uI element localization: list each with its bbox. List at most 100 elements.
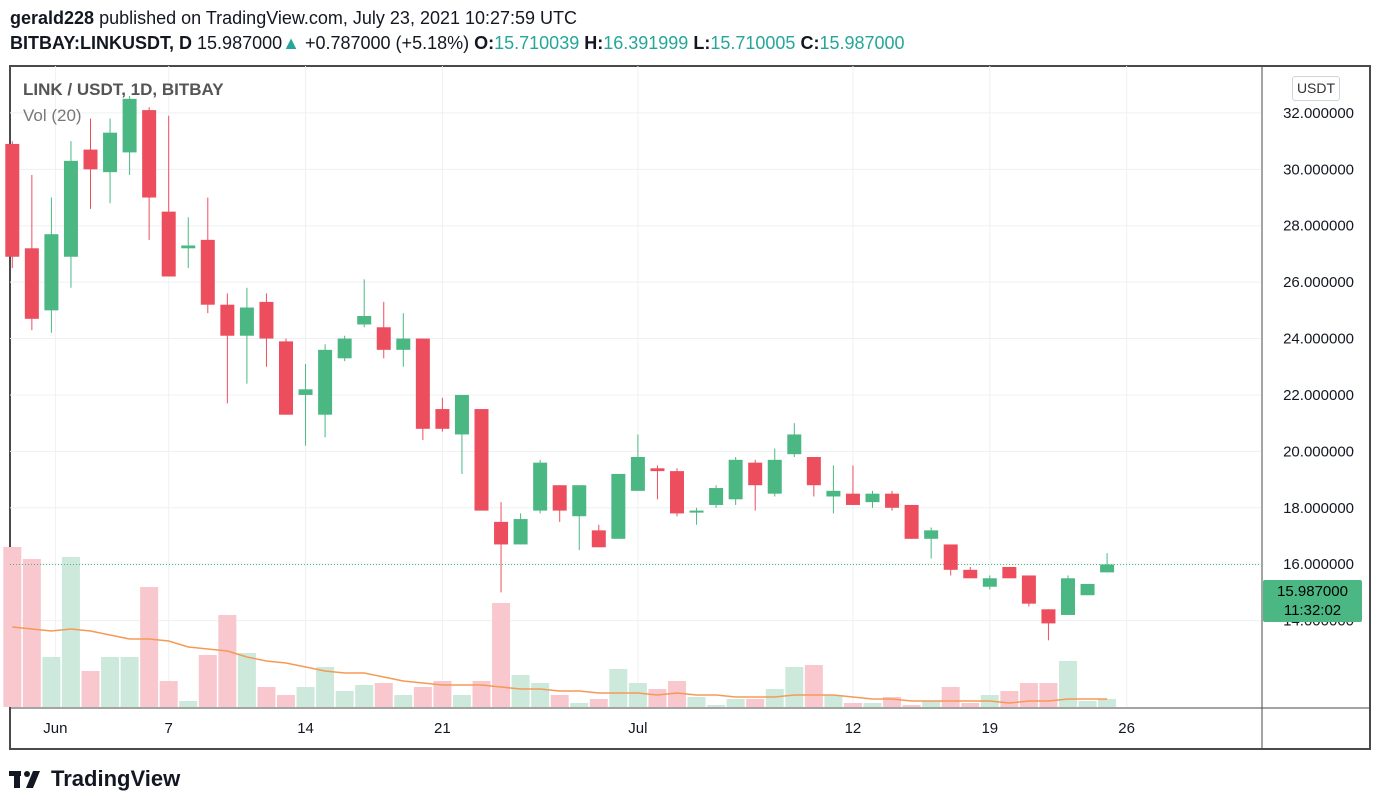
volume-bar xyxy=(101,657,120,707)
volume-bar xyxy=(511,675,530,707)
candle-body xyxy=(748,462,763,486)
chart-frame xyxy=(9,65,1371,750)
candle-body xyxy=(259,301,274,339)
candle-body xyxy=(1061,578,1075,615)
volume-bar xyxy=(589,699,608,707)
candle-body xyxy=(982,578,997,587)
candle-body xyxy=(454,394,469,435)
volume-bar xyxy=(1098,699,1117,707)
candle-body xyxy=(533,462,548,511)
time-tick-label: 14 xyxy=(297,720,314,737)
price-tick-label: 16.000000 xyxy=(1283,556,1354,573)
volume-bar xyxy=(687,697,706,707)
volume-bar xyxy=(81,671,100,707)
candle-body xyxy=(728,459,743,500)
price-tick-label: 22.000000 xyxy=(1283,387,1354,404)
tradingview-logo-text: TradingView xyxy=(51,766,181,791)
volume-bar xyxy=(159,681,178,707)
candle-body xyxy=(298,389,313,395)
candle-body xyxy=(181,245,196,249)
time-tick-label: 7 xyxy=(165,720,173,737)
volume-bar xyxy=(785,667,804,707)
candle-body xyxy=(767,459,782,494)
volume-bar xyxy=(413,687,432,707)
candle-body xyxy=(44,234,59,311)
volume-bar xyxy=(863,703,882,707)
price-tick-label: 28.000000 xyxy=(1283,218,1354,235)
time-tick-label: Jun xyxy=(43,720,67,737)
volume-bar xyxy=(824,695,843,707)
volume-bar xyxy=(843,703,862,707)
currency-unit-button[interactable]: USDT xyxy=(1292,76,1340,101)
volume-bar xyxy=(550,695,569,707)
candle-body xyxy=(83,149,98,170)
candle-body xyxy=(239,307,254,336)
tradingview-logo[interactable]: TradingView xyxy=(9,766,180,792)
last-price: 15.987000 xyxy=(197,33,283,53)
candle-body xyxy=(63,160,78,257)
volume-bar xyxy=(765,689,784,707)
candle-body xyxy=(200,239,215,305)
last-price-tag: 15.987000 11:32:02 xyxy=(1263,580,1362,622)
volume-bar xyxy=(237,653,256,707)
author-name: gerald228 xyxy=(10,8,95,28)
candle-body xyxy=(650,468,665,472)
candle-body xyxy=(357,315,372,325)
close-label: C: xyxy=(800,33,820,53)
symbol-info-bar: BITBAY:LINKUSDT, D 15.987000▲ +0.787000 … xyxy=(10,33,905,54)
volume-bars xyxy=(3,547,1117,707)
tradingview-logo-icon xyxy=(9,768,47,790)
volume-bar xyxy=(394,695,413,707)
open-label: O: xyxy=(474,33,495,53)
price-tick-label: 24.000000 xyxy=(1283,331,1354,348)
candle-body xyxy=(103,132,118,173)
volume-bar xyxy=(883,697,902,707)
volume-bar xyxy=(570,703,589,707)
volume-legend[interactable]: Vol (20) xyxy=(23,106,82,125)
volume-bar xyxy=(452,695,471,707)
candle-body xyxy=(845,493,860,505)
volume-bar xyxy=(179,701,198,707)
chart-grid xyxy=(10,66,1261,707)
volume-bar xyxy=(902,705,921,707)
candle-body xyxy=(709,488,724,505)
candle-body xyxy=(474,409,489,511)
last-price-tag-value: 15.987000 xyxy=(1277,583,1348,600)
volume-bar xyxy=(1059,661,1077,707)
volume-bar xyxy=(277,695,295,707)
candle-body xyxy=(24,248,39,319)
high-label: H: xyxy=(584,33,604,53)
symbol-label: BITBAY:LINKUSDT, D xyxy=(10,33,193,53)
volume-ma-line xyxy=(12,626,1108,704)
candle-body xyxy=(924,530,939,539)
candle-body xyxy=(1002,567,1017,579)
price-tick-label: 32.000000 xyxy=(1283,105,1354,122)
volume-bar xyxy=(120,657,139,707)
volume-bar xyxy=(941,687,960,707)
candle-body xyxy=(494,521,509,545)
volume-bar xyxy=(804,665,823,707)
candle-body xyxy=(552,485,567,511)
time-tick-label: 26 xyxy=(1118,720,1135,737)
candle-body xyxy=(337,338,352,359)
candle-body xyxy=(826,490,841,497)
volume-bar xyxy=(374,683,393,707)
volume-bar xyxy=(316,667,335,707)
volume-bar xyxy=(140,587,159,707)
volume-bar xyxy=(961,703,980,707)
volume-bar xyxy=(746,699,765,707)
publish-info: gerald228 published on TradingView.com, … xyxy=(10,8,577,29)
candle-body xyxy=(572,485,587,517)
price-change: +0.787000 (+5.18%) xyxy=(304,33,470,53)
candle-body xyxy=(670,471,684,514)
candle-body xyxy=(376,327,391,350)
volume-bar xyxy=(22,559,41,707)
candle-body xyxy=(865,493,880,503)
volume-bar xyxy=(707,705,726,707)
volume-bar xyxy=(492,603,511,707)
candle-body xyxy=(513,519,528,545)
candle-body xyxy=(279,341,293,415)
time-tick-label: 12 xyxy=(845,720,862,737)
candle-body xyxy=(630,457,645,491)
